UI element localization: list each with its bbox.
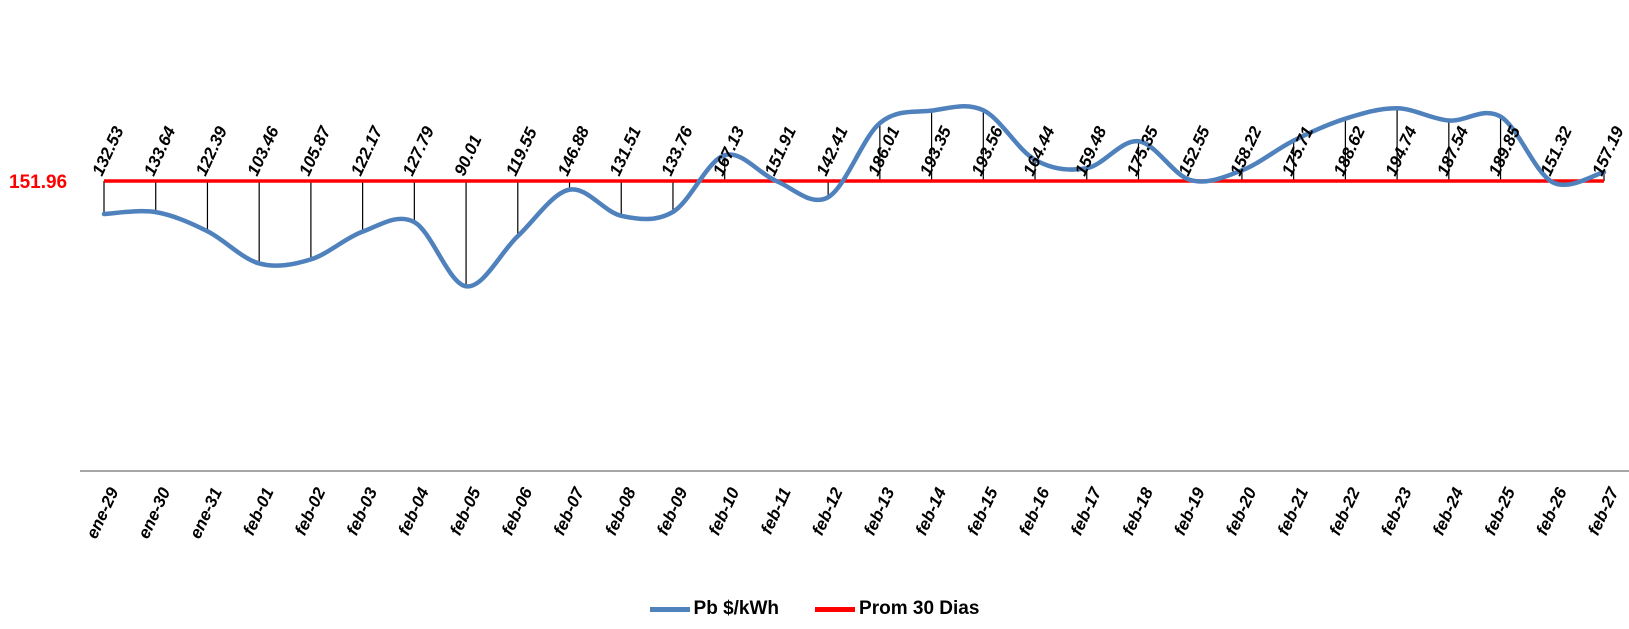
x-tick-label: feb-17 xyxy=(1067,483,1106,538)
data-label: 194.74 xyxy=(1382,123,1421,179)
data-point xyxy=(1136,139,1141,144)
legend-item-average: Prom 30 Dias xyxy=(815,598,979,620)
data-label: 103.46 xyxy=(244,123,283,179)
x-tick-label: feb-27 xyxy=(1584,483,1623,538)
x-tick-label: feb-18 xyxy=(1119,484,1158,538)
data-label: 122.17 xyxy=(347,122,387,179)
data-point xyxy=(1033,157,1038,162)
data-point xyxy=(670,209,675,214)
data-label: 142.41 xyxy=(813,124,852,179)
x-tick-label: feb-23 xyxy=(1377,484,1416,538)
data-point xyxy=(722,153,727,158)
data-point xyxy=(1602,170,1606,175)
data-label: 167.13 xyxy=(709,123,748,179)
data-label: 146.88 xyxy=(554,123,593,179)
data-point xyxy=(1446,118,1451,123)
series-group xyxy=(101,103,1607,289)
x-tick-label: feb-10 xyxy=(705,484,744,538)
x-tick-label: feb-03 xyxy=(343,484,382,538)
data-point xyxy=(619,213,624,218)
data-label: 193.35 xyxy=(916,123,955,179)
data-point xyxy=(567,187,572,192)
data-point xyxy=(153,210,158,215)
data-point xyxy=(1291,138,1296,143)
legend-swatch-average xyxy=(815,606,856,612)
legend-label-series: Pb $/kWh xyxy=(693,598,780,619)
data-point xyxy=(1343,116,1348,121)
data-label: 193.56 xyxy=(968,123,1007,179)
legend-label-average: Prom 30 Dias xyxy=(859,598,980,619)
data-point xyxy=(877,121,882,126)
x-tick-label: feb-24 xyxy=(1429,484,1468,538)
data-label: 90.01 xyxy=(450,132,485,179)
data-label: 151.32 xyxy=(1537,123,1576,179)
legend-item-series: Pb $/kWh xyxy=(649,598,780,620)
data-point xyxy=(205,229,210,234)
x-tick-label: feb-08 xyxy=(601,484,640,538)
x-tick-label: feb-15 xyxy=(963,484,1002,538)
x-tick-label: feb-02 xyxy=(291,484,330,538)
x-tick-label: feb-01 xyxy=(239,485,277,538)
x-tick-label: feb-07 xyxy=(550,483,589,538)
data-point xyxy=(257,261,262,266)
data-label: 159.48 xyxy=(1071,123,1110,179)
line-chart: 132.53 133.64 122.39 103.46 105.87 122.17 127.… xyxy=(9,103,1629,542)
data-label: 188.62 xyxy=(1330,123,1369,179)
data-point xyxy=(464,284,469,289)
x-tick-label: feb-09 xyxy=(653,484,692,538)
data-label: 152.55 xyxy=(1175,123,1214,179)
data-point xyxy=(826,195,831,200)
drop-lines xyxy=(103,108,1605,287)
data-label: 175.71 xyxy=(1278,124,1317,179)
data-point xyxy=(102,212,106,217)
data-point xyxy=(981,108,986,113)
x-tick-label: feb-04 xyxy=(394,484,433,538)
data-label: 187.54 xyxy=(1433,123,1472,179)
data-label: 127.79 xyxy=(399,123,438,179)
data-point xyxy=(1239,168,1244,173)
data-label: 119.55 xyxy=(502,124,541,179)
data-point xyxy=(1188,177,1193,182)
legend-swatch-series xyxy=(649,606,690,612)
data-label: 133.76 xyxy=(657,123,696,179)
data-label: 157.19 xyxy=(1588,123,1627,179)
x-tick-label: feb-25 xyxy=(1481,484,1520,538)
data-point xyxy=(774,179,779,184)
data-point xyxy=(1498,114,1503,119)
data-point xyxy=(412,220,417,225)
data-label: 131.51 xyxy=(606,124,645,179)
legend: Pb $/kWh Prom 30 Dias xyxy=(0,594,1629,624)
data-point xyxy=(1395,106,1400,111)
x-tick-label: ene-29 xyxy=(83,484,123,541)
data-label: 133.64 xyxy=(140,123,179,179)
average-value-label: 151.96 xyxy=(9,172,67,193)
x-tick-label: feb-14 xyxy=(912,484,951,538)
data-label: 158.22 xyxy=(1226,123,1265,179)
data-point xyxy=(1084,166,1089,171)
data-label: 151.91 xyxy=(761,124,800,179)
data-label: 122.39 xyxy=(192,123,231,179)
x-tick-label: feb-06 xyxy=(498,484,537,538)
data-point xyxy=(308,257,313,262)
data-point xyxy=(1550,180,1555,185)
data-point xyxy=(515,234,520,239)
x-tick-label: feb-05 xyxy=(446,484,485,538)
x-tick-label: ene-30 xyxy=(134,484,174,541)
x-tick-label: ene-31 xyxy=(186,485,226,542)
x-tick-label: feb-13 xyxy=(860,484,899,538)
data-label: 189.85 xyxy=(1485,123,1524,179)
x-tick-label: feb-11 xyxy=(757,485,795,537)
x-tick-label: feb-16 xyxy=(1015,484,1054,538)
x-tick-label: feb-12 xyxy=(808,484,847,538)
x-tick-label: feb-22 xyxy=(1325,484,1364,538)
x-tick-label: feb-20 xyxy=(1222,484,1261,538)
x-tick-label: feb-19 xyxy=(1170,484,1209,538)
x-tick-label: feb-26 xyxy=(1532,484,1571,538)
data-point xyxy=(929,108,934,113)
data-point xyxy=(360,229,365,234)
data-label: 132.53 xyxy=(88,123,127,179)
category-labels: ene-29 ene-30 ene-31 feb-01 feb-02 feb-03 feb-… xyxy=(83,483,1624,541)
data-label: 105.87 xyxy=(295,122,335,179)
x-tick-label: feb-21 xyxy=(1274,485,1312,538)
